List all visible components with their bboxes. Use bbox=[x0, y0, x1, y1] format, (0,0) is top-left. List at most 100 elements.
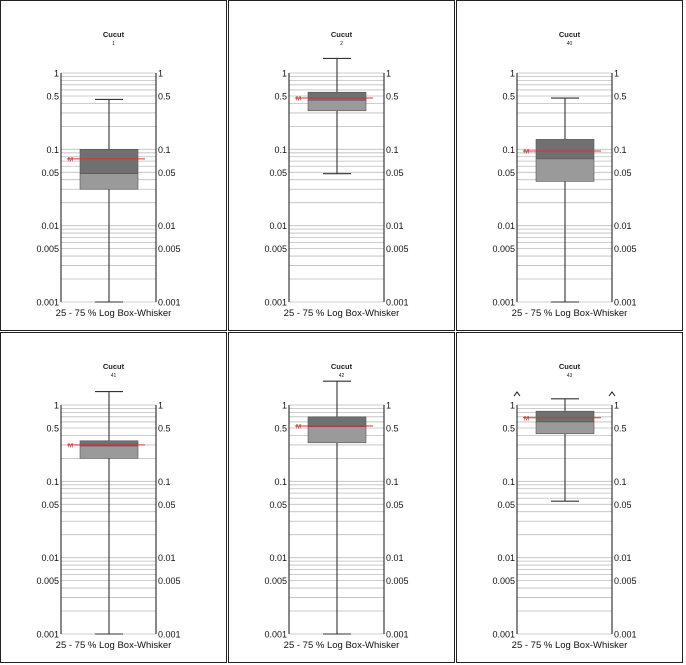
y-tick-label-right: 0.01 bbox=[158, 553, 176, 563]
chart-panel-4: 1 1 0.5 0.5 0.1 0.1 0.05 0.05 0.01 0.01 0.005 0.005… bbox=[0, 332, 227, 663]
y-tick-label-left: 0.05 bbox=[269, 500, 287, 510]
box-lower-half bbox=[79, 445, 139, 459]
y-tick-label-right: 0.005 bbox=[158, 576, 181, 586]
y-tick-label-right: 0.1 bbox=[386, 477, 399, 487]
y-tick-label-right: 0.005 bbox=[158, 244, 181, 254]
x-axis-label: 25 - 75 % Log Box-Whisker bbox=[55, 640, 172, 651]
y-tick-label-left: 0.05 bbox=[497, 500, 515, 510]
y-tick-label-right: 0.01 bbox=[614, 553, 632, 563]
y-tick-label-right: 0.001 bbox=[614, 298, 637, 308]
y-tick-label-right: 0.5 bbox=[614, 423, 627, 433]
chart-title: Cucut bbox=[558, 362, 581, 371]
y-tick-label-left: 0.001 bbox=[492, 630, 515, 640]
mean-label: M bbox=[524, 150, 529, 156]
y-tick-label-right: 0.5 bbox=[386, 91, 399, 101]
y-tick-label-right: 0.05 bbox=[614, 500, 632, 510]
y-tick-label-left: 0.001 bbox=[36, 298, 59, 308]
y-tick-label-right: 1 bbox=[614, 401, 619, 411]
chart-subtitle: 40 bbox=[566, 41, 573, 47]
y-tick-label-left: 0.5 bbox=[274, 423, 287, 433]
chart-subtitle: 2 bbox=[340, 41, 343, 47]
chart-svg-5: 1 1 0.5 0.5 0.1 0.1 0.05 0.05 0.01 0.01 0.005 0.005… bbox=[264, 380, 409, 640]
y-tick-label-right: 0.5 bbox=[386, 423, 399, 433]
x-axis-label: 25 - 75 % Log Box-Whisker bbox=[283, 308, 400, 319]
chart-subtitle: 1 bbox=[112, 41, 115, 47]
y-tick-label-left: 0.001 bbox=[264, 298, 287, 308]
y-tick-label-left: 0.05 bbox=[41, 168, 59, 178]
chart-title: Cucut bbox=[102, 30, 125, 39]
x-axis-label: 25 - 75 % Log Box-Whisker bbox=[55, 308, 172, 319]
y-tick-label-right: 0.05 bbox=[386, 168, 404, 178]
y-tick-label-left: 0.1 bbox=[274, 477, 287, 487]
chart-subtitle: 42 bbox=[338, 373, 345, 379]
clip-arrow-left bbox=[513, 391, 521, 397]
chart-svg-4: 1 1 0.5 0.5 0.1 0.1 0.05 0.05 0.01 0.01 0.005 0.005… bbox=[36, 391, 181, 640]
clip-arrow-right bbox=[608, 391, 616, 397]
box-lower-half bbox=[79, 173, 139, 190]
y-tick-label-right: 0.05 bbox=[614, 168, 632, 178]
box-lower-half bbox=[307, 99, 367, 112]
box-lower-half bbox=[535, 421, 595, 435]
y-tick-label-left: 0.5 bbox=[502, 423, 515, 433]
box-upper-half bbox=[535, 410, 595, 423]
y-tick-label-left: 0.005 bbox=[492, 576, 515, 586]
chart-subtitle: 43 bbox=[566, 373, 573, 379]
y-tick-label-left: 0.01 bbox=[269, 553, 287, 563]
box-upper-half bbox=[79, 149, 139, 174]
y-tick-label-right: 0.001 bbox=[158, 298, 181, 308]
y-tick-label-left: 1 bbox=[54, 401, 59, 411]
x-axis-label: 25 - 75 % Log Box-Whisker bbox=[283, 640, 400, 651]
mean-label: M bbox=[68, 157, 73, 163]
y-tick-label-left: 0.5 bbox=[46, 91, 59, 101]
chart-panel-5: 1 1 0.5 0.5 0.1 0.1 0.05 0.05 0.01 0.01 0.005 0.005… bbox=[228, 332, 455, 663]
y-tick-label-right: 0.1 bbox=[386, 145, 399, 155]
y-tick-label-right: 0.005 bbox=[386, 244, 409, 254]
y-tick-label-left: 0.1 bbox=[502, 145, 515, 155]
x-axis-label: 25 - 75 % Log Box-Whisker bbox=[511, 640, 628, 651]
y-tick-label-right: 0.1 bbox=[158, 477, 171, 487]
y-tick-label-left: 0.001 bbox=[492, 298, 515, 308]
y-tick-label-right: 1 bbox=[158, 69, 163, 79]
box-lower-half bbox=[535, 158, 595, 182]
y-tick-label-left: 1 bbox=[282, 69, 287, 79]
y-tick-label-left: 0.005 bbox=[36, 244, 59, 254]
y-tick-label-left: 0.005 bbox=[264, 244, 287, 254]
chart-svg-3: 1 1 0.5 0.5 0.1 0.1 0.05 0.05 0.01 0.01 0.005 0.005… bbox=[492, 69, 637, 308]
y-tick-label-left: 0.5 bbox=[46, 423, 59, 433]
y-tick-label-right: 0.5 bbox=[158, 91, 171, 101]
y-tick-label-left: 0.5 bbox=[502, 91, 515, 101]
chart-title: Cucut bbox=[102, 362, 125, 371]
y-tick-label-right: 0.1 bbox=[158, 145, 171, 155]
chart-svg-1: 1 1 0.5 0.5 0.1 0.1 0.05 0.05 0.01 0.01 0.005 0.005… bbox=[36, 69, 181, 308]
y-tick-label-left: 0.001 bbox=[264, 630, 287, 640]
y-tick-label-right: 0.5 bbox=[614, 91, 627, 101]
y-tick-label-right: 0.001 bbox=[386, 630, 409, 640]
y-tick-label-right: 0.05 bbox=[158, 168, 176, 178]
y-tick-label-right: 0.005 bbox=[614, 244, 637, 254]
y-tick-label-left: 0.01 bbox=[497, 553, 515, 563]
y-tick-label-left: 0.01 bbox=[497, 221, 515, 231]
chart-panel-6: 1 1 0.5 0.5 0.1 0.1 0.05 0.05 0.01 0.01 0.005 0.005… bbox=[456, 332, 683, 663]
y-tick-label-right: 0.005 bbox=[614, 576, 637, 586]
y-tick-label-left: 0.01 bbox=[269, 221, 287, 231]
mean-label: M bbox=[296, 97, 301, 103]
chart-panel-3: 1 1 0.5 0.5 0.1 0.1 0.05 0.05 0.01 0.01 0.005 0.005… bbox=[456, 0, 683, 331]
box-upper-half bbox=[307, 416, 367, 427]
y-tick-label-right: 0.01 bbox=[614, 221, 632, 231]
mean-label: M bbox=[296, 425, 301, 431]
box-lower-half bbox=[307, 426, 367, 444]
y-tick-label-left: 0.05 bbox=[41, 500, 59, 510]
y-tick-label-left: 0.001 bbox=[36, 630, 59, 640]
y-tick-label-left: 1 bbox=[510, 401, 515, 411]
y-tick-label-right: 0.001 bbox=[386, 298, 409, 308]
box-upper-half bbox=[535, 139, 595, 160]
y-tick-label-left: 0.05 bbox=[269, 168, 287, 178]
y-tick-label-right: 1 bbox=[158, 401, 163, 411]
x-axis-label: 25 - 75 % Log Box-Whisker bbox=[511, 308, 628, 319]
chart-panel-2: 1 1 0.5 0.5 0.1 0.1 0.05 0.05 0.01 0.01 0.005 0.005… bbox=[228, 0, 455, 331]
y-tick-label-right: 0.5 bbox=[158, 423, 171, 433]
chart-panel-1: 1 1 0.5 0.5 0.1 0.1 0.05 0.05 0.01 0.01 0.005 0.005… bbox=[0, 0, 227, 331]
mean-label: M bbox=[68, 443, 73, 449]
y-tick-label-right: 0.005 bbox=[386, 576, 409, 586]
